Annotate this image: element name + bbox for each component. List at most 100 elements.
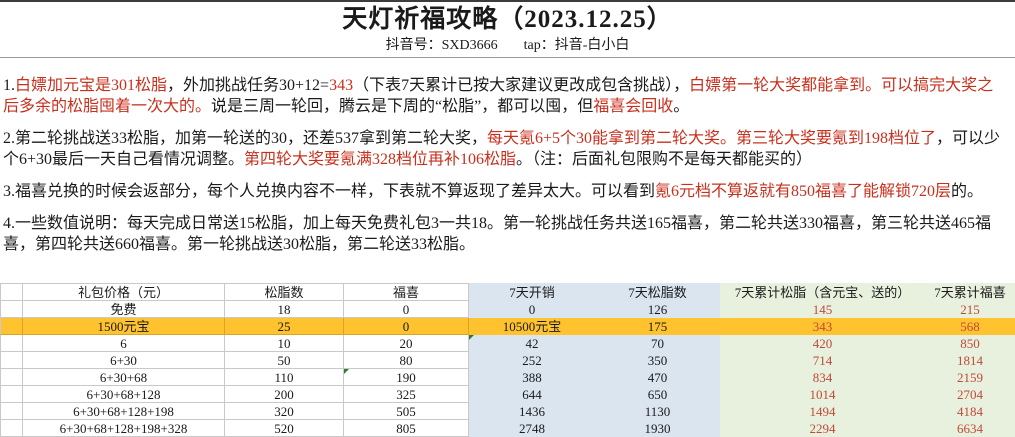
table-cell: 6634 xyxy=(925,420,1015,437)
table-cell: 2159 xyxy=(925,369,1015,386)
table-cell: 1436 xyxy=(469,403,595,420)
table-cell: 805 xyxy=(344,420,469,437)
table-cell: 福喜 xyxy=(344,283,469,301)
table-cell: 1814 xyxy=(925,352,1015,369)
table-cell: 850 xyxy=(925,335,1015,352)
text-segment: 氪6元档不算返就有850福喜了能解锁720层 xyxy=(655,183,952,200)
table-cell: 18 xyxy=(225,301,344,318)
text-segment: 1. xyxy=(3,77,15,94)
text-segment: 白嫖加元宝是301松脂 xyxy=(15,77,168,94)
text-segment: 的。 xyxy=(951,183,984,200)
text-segment: 343 xyxy=(329,77,354,94)
table-cell: 1494 xyxy=(720,403,925,420)
text-segment: ，可以少个6+30最后一天自己看情况调整。 xyxy=(3,130,1001,168)
green-corner-triangle-icon xyxy=(344,369,349,374)
gutter-cell xyxy=(0,386,23,403)
green-corner-triangle-icon xyxy=(469,335,474,340)
text-segment: 3.福喜兑换的时候会返部分，每个人兑换内容不一样，下表就不算返现了差异太大。可以… xyxy=(3,183,656,200)
text-segment: 第四轮大奖要氪满328档位再补106松脂 xyxy=(244,151,517,168)
table-cell: 6+30 xyxy=(23,352,225,369)
table-cell: 6+30+68+128 xyxy=(23,386,225,403)
table-row: 6+30+68+128+198+328 520 805 2748 1930 2294 663… xyxy=(0,420,1015,437)
table-cell: 10 xyxy=(225,335,344,352)
page-title: 天灯祈福攻略（2023.12.25） xyxy=(342,6,673,33)
table-row: 1500元宝 25 0 10500元宝 175 343 568 xyxy=(0,318,1015,335)
gutter-cell xyxy=(0,283,23,301)
table-cell: 2294 xyxy=(720,420,925,437)
text-segment: ，外加挑战任务30+12= xyxy=(167,77,330,94)
table-cell: 505 xyxy=(344,403,469,420)
table-cell: 25 xyxy=(225,318,344,335)
table-cell: 110 xyxy=(225,369,344,386)
table-cell: 6+30+68+128+198 xyxy=(23,403,225,420)
table-cell: 190 xyxy=(344,369,469,386)
table-cell: 10500元宝 xyxy=(469,318,595,335)
table-cell: 7天松脂数 xyxy=(595,283,720,301)
paragraph: 1.白嫖加元宝是301松脂，外加挑战任务30+12=343（下表7天累计已按大家… xyxy=(3,75,1009,117)
table-cell: 1930 xyxy=(595,420,720,437)
paragraph: 2.第二轮挑战送33松脂，加第一轮送的30，还差537拿到第二轮大奖，每天氪6+… xyxy=(3,128,1009,170)
table-cell: 1014 xyxy=(720,386,925,403)
table-cell: 126 xyxy=(595,301,720,318)
table-cell: 350 xyxy=(595,352,720,369)
table-cell: 50 xyxy=(225,352,344,369)
table-cell: 568 xyxy=(925,318,1015,335)
table-cell: 175 xyxy=(595,318,720,335)
text-segment: 4.一些数值说明：每天完成日常送15松脂，加上每天免费礼包3一共18。第一轮挑战… xyxy=(3,215,992,253)
table-cell: 343 xyxy=(720,318,925,335)
table-cell: 6+30+68+128+198+328 xyxy=(23,420,225,437)
table-cell: 650 xyxy=(595,386,720,403)
douyin-id: 抖音号：SXD3666 xyxy=(385,38,498,53)
table-row: 6+30+68+128 200 325 644 650 1014 2704 xyxy=(0,386,1015,403)
text-segment: 福喜会回收 xyxy=(593,98,674,115)
tap-id: tap：抖音-白小白 xyxy=(523,38,630,53)
table-cell: 714 xyxy=(720,352,925,369)
table-cell: 470 xyxy=(595,369,720,386)
text-segment: 。（注：后面礼包限购不是每天都能买的） xyxy=(516,151,813,168)
table-cell: 325 xyxy=(344,386,469,403)
table-row: 免费 18 0 0 126 145 215 xyxy=(0,301,1015,318)
package-table: 礼包价格（元） 松脂数 福喜 7天开销 7天松脂数 7天累计松脂（含元宝、送的） 7天累计福… xyxy=(0,283,1015,437)
table-cell: 644 xyxy=(469,386,595,403)
table-cell: 520 xyxy=(225,420,344,437)
table-cell: 420 xyxy=(720,335,925,352)
gutter-cell xyxy=(0,403,23,420)
table-cell: 80 xyxy=(344,352,469,369)
table-row: 6+30+68+128+198 320 505 1436 1130 1494 4184 xyxy=(0,403,1015,420)
gutter-cell xyxy=(0,318,23,335)
gutter-cell xyxy=(0,352,23,369)
table-cell: 215 xyxy=(925,301,1015,318)
table-header-row: 礼包价格（元） 松脂数 福喜 7天开销 7天松脂数 7天累计松脂（含元宝、送的） 7天累计福… xyxy=(0,283,1015,301)
text-segment: 每天氪6+5个30能拿到第二轮大奖。第三轮大奖要氪到198档位了 xyxy=(487,130,937,147)
table-cell: 20 xyxy=(344,335,469,352)
paragraph: 3.福喜兑换的时候会返部分，每个人兑换内容不一样，下表就不算返现了差异太大。可以… xyxy=(3,181,1009,202)
table-cell: 4184 xyxy=(925,403,1015,420)
table-cell: 松脂数 xyxy=(225,283,344,301)
table-cell: 1130 xyxy=(595,403,720,420)
text-segment: 2.第二轮挑战送33松脂，加第一轮送的30，还差537拿到第二轮大奖， xyxy=(3,130,488,147)
table-cell: 0 xyxy=(469,301,595,318)
paragraphs: 1.白嫖加元宝是301松脂，外加挑战任务30+12=343（下表7天累计已按大家… xyxy=(0,58,1015,255)
table-cell: 7天开销 xyxy=(469,283,595,301)
table-cell: 6 xyxy=(23,335,225,352)
table-cell: 1500元宝 xyxy=(23,318,225,335)
text-segment: （下表7天累计已按大家建议更改成包含挑战）， xyxy=(353,77,690,94)
table-row: 6+30 50 80 252 350 714 1814 xyxy=(0,352,1015,369)
table-cell: 200 xyxy=(225,386,344,403)
text-segment: 说是三周一轮回，腾云是下周的“松脂”，都可以囤，但 xyxy=(211,98,594,115)
gutter-cell xyxy=(0,301,23,318)
table-cell: 42 xyxy=(469,335,595,352)
table-cell: 388 xyxy=(469,369,595,386)
table-cell: 7天累计松脂（含元宝、送的） xyxy=(720,283,925,301)
table-cell: 2704 xyxy=(925,386,1015,403)
table-cell: 70 xyxy=(595,335,720,352)
table-cell: 7天累计福喜 xyxy=(925,283,1015,301)
gutter-cell xyxy=(0,420,23,437)
table-row: 6+30+68 110 190 388 470 834 2159 xyxy=(0,369,1015,386)
document-header: 天灯祈福攻略（2023.12.25） 抖音号：SXD3666 tap：抖音-白小白 xyxy=(0,2,1015,58)
gutter-cell xyxy=(0,369,23,386)
table-cell: 834 xyxy=(720,369,925,386)
table-cell: 320 xyxy=(225,403,344,420)
table-row: 6 10 20 42 70 420 850 xyxy=(0,335,1015,352)
